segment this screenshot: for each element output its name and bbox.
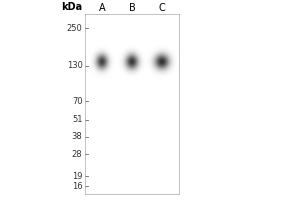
Text: 130: 130 [67,61,82,70]
Text: kDa: kDa [61,2,82,12]
Text: 38: 38 [72,132,83,141]
Text: 51: 51 [72,115,83,124]
Text: 19: 19 [72,172,83,181]
Text: 250: 250 [67,24,82,33]
Text: 28: 28 [72,150,83,159]
Text: 70: 70 [72,97,83,106]
Text: A: A [99,3,106,13]
Text: B: B [129,3,135,13]
Text: C: C [158,3,165,13]
Text: 16: 16 [72,182,83,191]
